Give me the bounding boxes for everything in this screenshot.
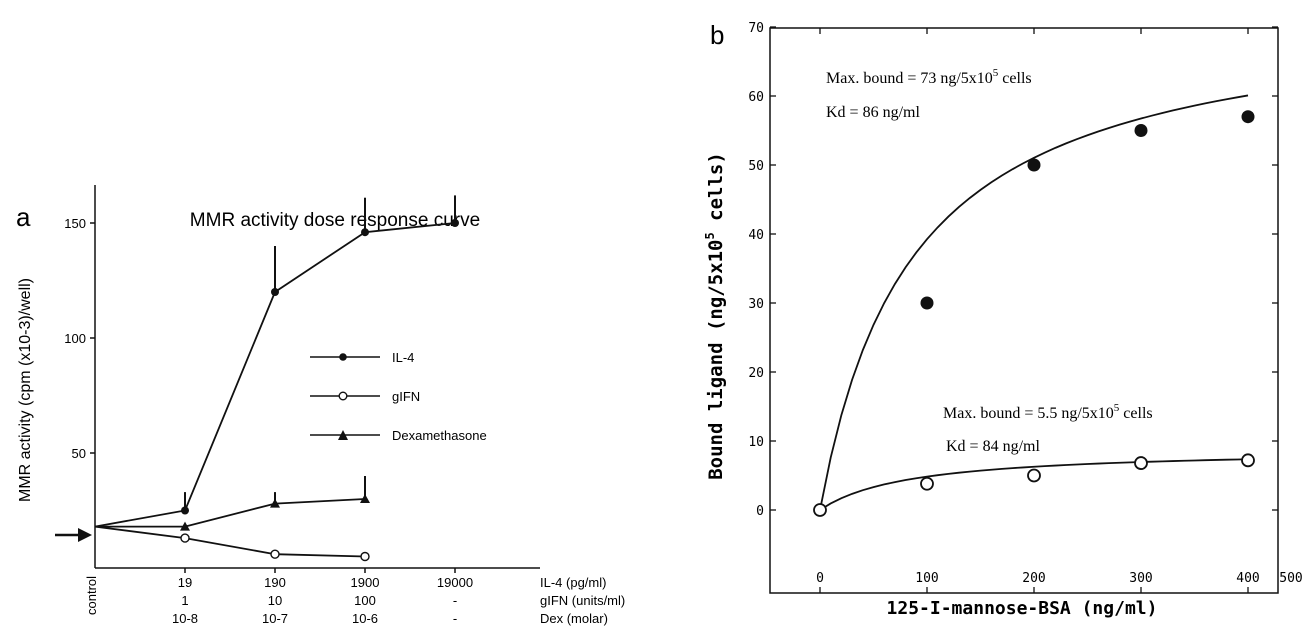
chart-b-point — [920, 476, 934, 491]
chart-b-y-tick-label: 0 — [756, 504, 764, 519]
chart-a-legend: IL-4 gIFN Dexamethasone — [310, 350, 487, 443]
chart-a-x-row-value: 1900 — [351, 575, 380, 590]
chart-b-frame — [769, 27, 1279, 594]
legend-label-dexamethasone: Dexamethasone — [392, 428, 487, 443]
chart-b-y-tick-label: 10 — [748, 435, 764, 450]
chart-b-point — [1134, 124, 1148, 137]
chart-a-x-row-value: 19 — [178, 575, 192, 590]
chart-a-x-row-value: 19000 — [437, 575, 473, 590]
chart-b-x-tick-label: 0 — [816, 571, 824, 586]
chart-a-x-row-value: 1 — [181, 593, 188, 608]
chart-b-point — [1241, 110, 1255, 124]
chart-a-y-tick-label: 100 — [64, 331, 86, 346]
chart-b-y-tick-label: 60 — [748, 90, 764, 105]
chart-a-y-tick-label: 50 — [72, 446, 86, 461]
chart-b-y-label: Bound ligand (ng/5x105 cells) — [703, 152, 727, 480]
chart-a-series — [94, 195, 459, 562]
chart-b-x-tick-label: 500 — [1279, 571, 1302, 586]
chart-a-x-row-value: 10-6 — [352, 611, 378, 626]
chart-a-series-gifn — [94, 525, 370, 562]
chart-b-fit-curve — [819, 94, 1249, 511]
chart-b-x-tick-label: 100 — [915, 571, 938, 586]
panel-label-b: b — [710, 20, 724, 50]
chart-a-point — [361, 228, 369, 237]
chart-a-series-il-4 — [94, 195, 459, 528]
chart-b-annotation-2: Max. bound = 5.5 ng/5x105 cells Kd = 84 … — [943, 402, 1153, 455]
chart-a-line — [94, 525, 366, 558]
legend-item-dexamethasone: Dexamethasone — [310, 428, 487, 443]
legend-label-il4: IL-4 — [392, 350, 414, 365]
chart-b-x-tick-label: 400 — [1236, 571, 1259, 586]
chart-b-point — [1027, 468, 1041, 483]
chart-b-series-2 — [813, 453, 1255, 517]
legend-item-gifn: gIFN — [310, 389, 420, 404]
chart-a-axes — [94, 185, 540, 569]
chart-b-y-tick-label: 70 — [748, 21, 764, 36]
chart-a-title: MMR activity dose response curve — [190, 210, 480, 231]
legend-label-gifn: gIFN — [392, 389, 420, 404]
chart-a-x-row-value: - — [453, 611, 457, 626]
chart-a-point — [270, 498, 280, 508]
chart-b-y-tick-label: 40 — [748, 228, 764, 243]
chart-b-point — [1241, 453, 1255, 468]
chart-a-x-row-unit: Dex (molar) — [540, 611, 608, 626]
chart-b-y-ticks: 0 10 20 30 40 50 60 70 — [748, 21, 1278, 519]
chart-a-x-row-value: - — [453, 593, 457, 608]
chart-a-point — [271, 288, 279, 296]
chart-a-line — [95, 498, 366, 528]
chart-b-point — [813, 503, 827, 517]
chart-b-fit-curve — [819, 458, 1249, 511]
chart-b-annotation-1: Max. bound = 73 ng/5x105 cells Kd = 86 n… — [826, 67, 1032, 121]
chart-a-series-dexamethasone — [95, 476, 370, 531]
legend-item-il4: IL-4 — [310, 350, 414, 365]
chart-a-x-row-unit: gIFN (units/ml) — [540, 593, 625, 608]
chart-b-x-tick-label: 300 — [1129, 571, 1152, 586]
chart-a-x-row-value: 10-7 — [262, 611, 288, 626]
chart-b-x-label: 125-I-mannose-BSA (ng/ml) — [887, 598, 1158, 619]
chart-b-point — [920, 296, 934, 310]
chart-b-point — [1134, 456, 1148, 470]
chart-b-y-tick-label: 50 — [748, 159, 764, 174]
chart-a-point — [451, 219, 459, 227]
annotation-2-maxbound: Max. bound = 5.5 ng/5x105 cells — [943, 402, 1153, 422]
chart-a-point — [360, 551, 370, 562]
chart-a-point — [181, 506, 189, 515]
chart-a-y-tick-label: 150 — [64, 216, 86, 231]
chart-a-point — [360, 494, 370, 503]
chart-b-y-tick-label: 30 — [748, 297, 764, 312]
chart-a-x-ticks — [184, 568, 456, 573]
chart-a-point — [270, 549, 280, 559]
chart-b-series-1 — [813, 94, 1255, 517]
chart-b-point — [1027, 158, 1041, 172]
chart-b-x-tick-label: 200 — [1022, 571, 1045, 586]
chart-a-point — [180, 521, 190, 531]
annotation-1-kd: Kd = 86 ng/ml — [826, 104, 920, 121]
chart-a-control-label: control — [84, 576, 99, 615]
chart-a-y-ticks: 50 100 150 — [64, 216, 95, 461]
chart-a-x-row-value: 10 — [268, 593, 282, 608]
chart-a-control-arrow — [55, 528, 92, 542]
chart-a-point — [180, 533, 190, 543]
chart-a-x-rows: 19 190 1900 19000 IL-4 (pg/ml) 1 10 100 - gIFN (u… — [172, 575, 625, 626]
chart-a-x-row-value: 100 — [354, 593, 376, 608]
chart-b-y-tick-label: 20 — [748, 366, 764, 381]
chart-b-x-ticks: 0 100 200 300 400 500 — [816, 28, 1303, 593]
annotation-1-maxbound: Max. bound = 73 ng/5x105 cells — [826, 67, 1032, 87]
chart-b-series — [813, 94, 1255, 517]
chart-a-x-row-value: 190 — [264, 575, 286, 590]
panel-label-a: a — [16, 202, 31, 232]
chart-a-x-row-value: 10-8 — [172, 611, 198, 626]
chart-a-y-label: MMR activity (cpm (x10-3)/well) — [17, 278, 34, 502]
chart-a-x-row-unit: IL-4 (pg/ml) — [540, 575, 606, 590]
annotation-2-kd: Kd = 84 ng/ml — [946, 438, 1040, 455]
